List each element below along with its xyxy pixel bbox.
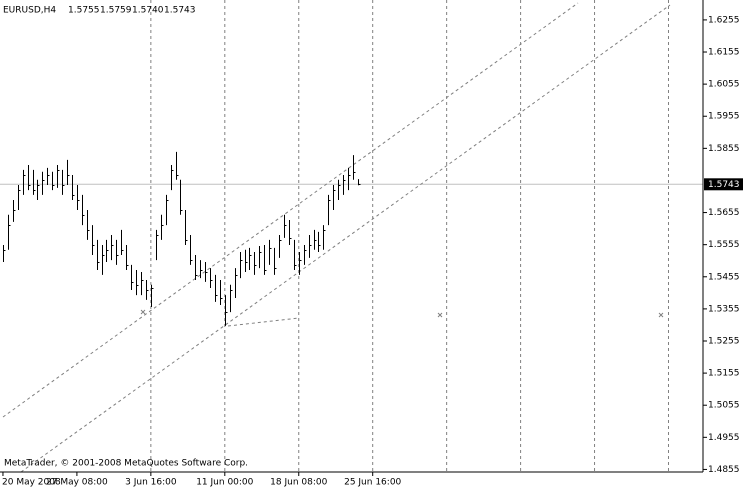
symbol-label: EURUSD,H4 bbox=[3, 6, 56, 16]
y-tick-label: 1.5155 bbox=[708, 369, 740, 379]
y-tick-label: 1.4955 bbox=[708, 433, 740, 443]
grid-layer bbox=[0, 0, 703, 472]
header-open: 1.5755 bbox=[68, 6, 100, 16]
y-tick-label: 1.5355 bbox=[708, 304, 740, 314]
y-tick-label: 1.5855 bbox=[708, 144, 740, 154]
y-tick-label: 1.5655 bbox=[708, 208, 740, 218]
y-tick-label: 1.6255 bbox=[708, 15, 740, 25]
y-tick-label: 1.5955 bbox=[708, 112, 740, 122]
channel-line bbox=[20, 4, 671, 473]
channel-line bbox=[2, 2, 579, 418]
y-tick-label: 1.4855 bbox=[708, 465, 740, 475]
x-tick-label: 25 Jun 16:00 bbox=[344, 478, 401, 488]
marker bbox=[437, 312, 443, 318]
copyright: MetaTrader, © 2001-2008 MetaQuotes Softw… bbox=[4, 459, 248, 469]
x-tick-label: 11 Jun 00:00 bbox=[196, 478, 253, 488]
header-close: 1.5743 bbox=[164, 6, 196, 16]
object-markers bbox=[140, 309, 664, 318]
y-tick-label: 1.5055 bbox=[708, 401, 740, 411]
axes-layer: 1.6255 1.6155 1.6055 1.5955 1.5855 1.5655 1.55… bbox=[2, 15, 743, 488]
header-high: 1.5759 bbox=[100, 6, 132, 16]
bars-layer bbox=[3, 151, 361, 326]
x-tick-label: 27 May 08:00 bbox=[46, 478, 108, 488]
y-tick-label: 1.5555 bbox=[708, 240, 740, 250]
y-tick-label: 1.6055 bbox=[708, 80, 740, 90]
x-tick-label: 3 Jun 16:00 bbox=[125, 478, 177, 488]
x-tick-label: 20 May 2008 bbox=[2, 478, 61, 488]
x-tick-label: 18 Jun 08:00 bbox=[270, 478, 327, 488]
y-tick-label: 1.6155 bbox=[708, 48, 740, 58]
marker bbox=[658, 312, 664, 318]
price-label-box bbox=[704, 178, 743, 191]
marker bbox=[140, 309, 146, 315]
price-label: 1.5743 bbox=[708, 180, 740, 190]
y-tick-label: 1.5455 bbox=[708, 272, 740, 282]
header-low: 1.5740 bbox=[132, 6, 164, 16]
y-tick-label: 1.5255 bbox=[708, 336, 740, 346]
